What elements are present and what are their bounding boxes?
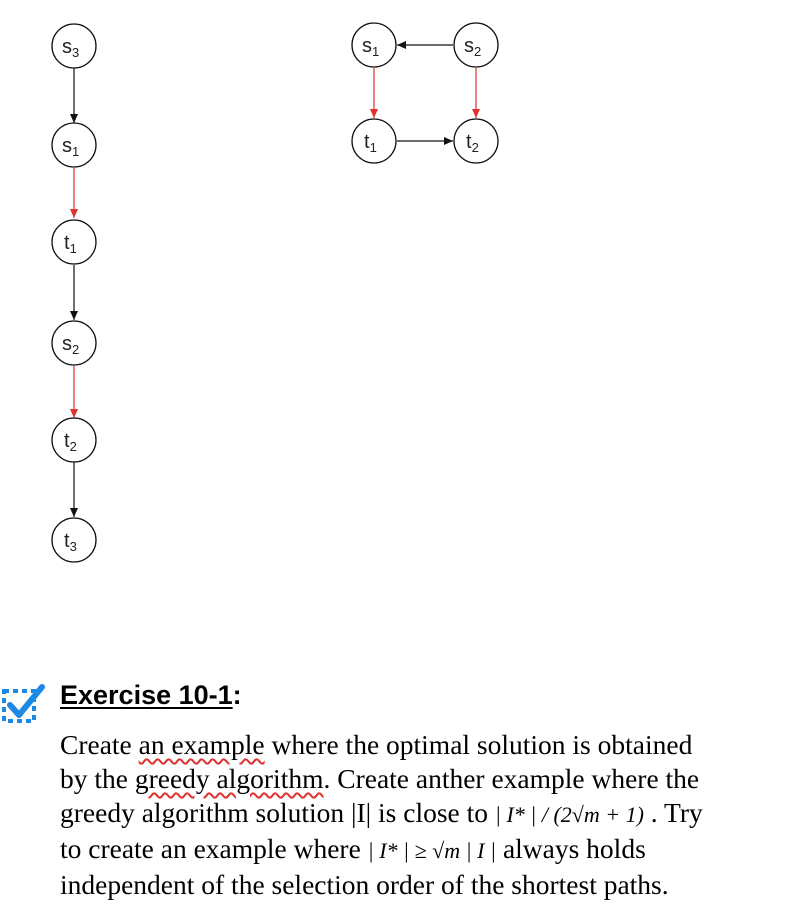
- node-right-t2: t2: [453, 118, 499, 164]
- node-right-s2: s2: [453, 22, 499, 68]
- svg-text:t2: t2: [64, 430, 77, 454]
- formula-ratio: | I* | / (2√m + 1): [494, 802, 644, 827]
- exercise-body: Create an example where the optimal solu…: [60, 728, 802, 902]
- exercise-line-4: to create an example where | I* | ≥ √m |…: [60, 833, 646, 864]
- exercise-title: Exercise 10-1:: [60, 680, 242, 710]
- formula-inequality: | I* | ≥ √m | I |: [367, 838, 497, 863]
- node-s2: s2: [51, 320, 97, 366]
- exercise-line-1: Create an example where the optimal solu…: [60, 729, 693, 760]
- svg-text:s3: s3: [62, 36, 79, 60]
- graph-figure: s3 s1 t1 s2 t2 t3 s1 s2 t1 t2: [51, 22, 499, 563]
- node-right-t1: t1: [351, 118, 397, 164]
- svg-text:s2: s2: [62, 333, 79, 357]
- node-t2: t2: [51, 417, 97, 463]
- node-t3: t3: [51, 517, 97, 563]
- spellcheck-mark: greedy algorithm: [134, 763, 324, 794]
- svg-text:s2: s2: [464, 35, 481, 59]
- node-s3: s3: [51, 23, 97, 69]
- spellcheck-mark: an example: [138, 729, 265, 760]
- svg-text:s1: s1: [62, 135, 79, 159]
- exercise-line-3: greedy algorithm solution |I| is close t…: [60, 797, 703, 828]
- node-t1: t1: [51, 219, 97, 265]
- checkbox-check-icon: [2, 684, 45, 723]
- svg-text:t2: t2: [466, 131, 479, 155]
- svg-text:t1: t1: [364, 131, 377, 155]
- svg-text:t1: t1: [64, 232, 77, 256]
- node-s1: s1: [51, 122, 97, 168]
- exercise-line-2: by the greedy algorithm. Create anther e…: [60, 763, 700, 794]
- svg-text:s1: s1: [362, 35, 379, 59]
- node-right-s1: s1: [351, 22, 397, 68]
- svg-text:t3: t3: [64, 530, 77, 554]
- exercise-line-5: independent of the selection order of th…: [60, 869, 669, 900]
